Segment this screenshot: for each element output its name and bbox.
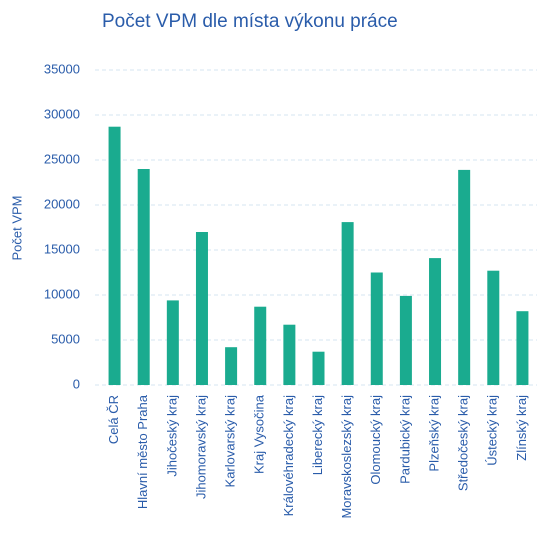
y-tick-label: 0 bbox=[73, 376, 80, 391]
x-tick-label: Ústecký kraj bbox=[485, 395, 500, 466]
y-tick-label: 20000 bbox=[44, 196, 80, 211]
bar bbox=[341, 222, 354, 385]
x-tick-label: Jihomoravský kraj bbox=[193, 395, 208, 499]
x-tick-label: Olomoucký kraj bbox=[368, 395, 383, 485]
x-tick-label: Karlovarský kraj bbox=[223, 395, 238, 488]
x-tick-label: Středočeský kraj bbox=[456, 395, 471, 491]
bar bbox=[370, 272, 383, 385]
bar bbox=[312, 351, 325, 385]
bar bbox=[108, 126, 121, 385]
y-tick-label: 25000 bbox=[44, 151, 80, 166]
bar bbox=[458, 169, 471, 385]
bar bbox=[516, 311, 529, 385]
bar bbox=[166, 300, 179, 385]
bar bbox=[487, 270, 500, 385]
y-tick-label: 5000 bbox=[51, 331, 80, 346]
x-tick-label: Pardubický kraj bbox=[397, 395, 412, 484]
bar bbox=[225, 347, 238, 385]
x-tick-label: Jihočeský kraj bbox=[164, 395, 179, 477]
x-tick-label: Liberecký kraj bbox=[310, 395, 325, 475]
x-tick-label: Moravskoslezský kraj bbox=[339, 395, 354, 519]
y-axis-label: Počet VPM bbox=[9, 195, 24, 260]
y-tick-label: 35000 bbox=[44, 61, 80, 76]
x-tick-label: Plzeňský kraj bbox=[426, 395, 441, 472]
x-tick-label: Kraj Vysočina bbox=[252, 394, 267, 474]
bar bbox=[254, 306, 267, 385]
y-tick-label: 30000 bbox=[44, 106, 80, 121]
bar bbox=[137, 169, 150, 385]
bar bbox=[429, 258, 442, 385]
bar bbox=[195, 232, 208, 385]
x-tick-label: Celá ČR bbox=[106, 395, 121, 444]
bar bbox=[399, 295, 412, 385]
x-tick-label: Hlavní město Praha bbox=[135, 394, 150, 509]
y-tick-label: 15000 bbox=[44, 241, 80, 256]
x-tick-label: Zlínský kraj bbox=[514, 395, 529, 461]
y-tick-label: 10000 bbox=[44, 286, 80, 301]
x-tick-label: Královéhradecký kraj bbox=[281, 395, 296, 516]
chart-title: Počet VPM dle místa výkonu práce bbox=[102, 11, 398, 32]
bar bbox=[283, 324, 296, 385]
